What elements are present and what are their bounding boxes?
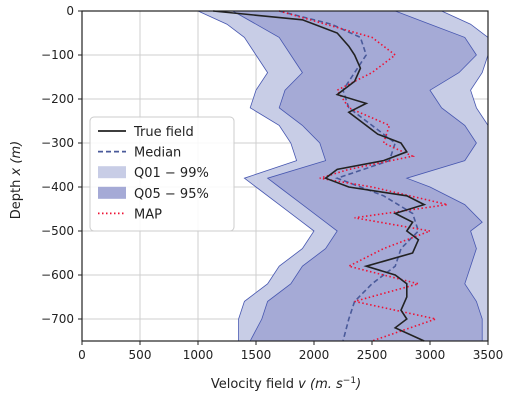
x-tick-label-3: 1500 (241, 348, 272, 362)
y-tick-label-7: −700 (41, 312, 74, 326)
series-lines (213, 10, 448, 342)
legend-label-3: Q05 − 95% (134, 187, 209, 202)
series-map (278, 10, 448, 342)
legend-label-0: True field (133, 125, 194, 140)
y-tick-label-5: −500 (41, 224, 74, 238)
series-true-field (213, 10, 427, 342)
y-tick-label-0: 0 (66, 4, 74, 18)
legend-label-4: MAP (134, 207, 162, 222)
legend-label-1: Median (134, 146, 181, 161)
y-tick-label-6: −600 (41, 268, 74, 282)
y-tick-label-3: −300 (41, 136, 74, 150)
x-ticks: 0 500 1000 1500 2000 2500 3000 3500 (78, 341, 503, 362)
x-tick-label-7: 3500 (473, 348, 504, 362)
y-tick-label-4: −400 (41, 180, 74, 194)
legend: True field Median Q01 − 99% Q05 − 95% MAP (89, 116, 235, 232)
y-tick-label-2: −200 (41, 92, 74, 106)
plot-frame (81, 10, 489, 342)
x-tick-label-1: 500 (129, 348, 152, 362)
y-tick-label-1: −100 (41, 48, 74, 62)
legend-label-2: Q01 − 99% (134, 166, 209, 181)
y-ticks: 0 −100 −200 −300 −400 −500 −600 −700 (41, 4, 82, 326)
x-tick-label-6: 3000 (415, 348, 446, 362)
x-tick-label-0: 0 (78, 348, 86, 362)
x-tick-label-2: 1000 (183, 348, 214, 362)
legend-swatch-2 (98, 166, 126, 179)
legend-box (89, 116, 235, 232)
x-tick-label-5: 2500 (357, 348, 388, 362)
y-axis-label: Depth x (m) (9, 141, 24, 219)
x-axis-label: Velocity field v (m. s−1) (211, 376, 361, 392)
legend-swatch-3 (98, 186, 126, 199)
series-median (279, 10, 420, 342)
x-tick-label-4: 2000 (299, 348, 330, 362)
